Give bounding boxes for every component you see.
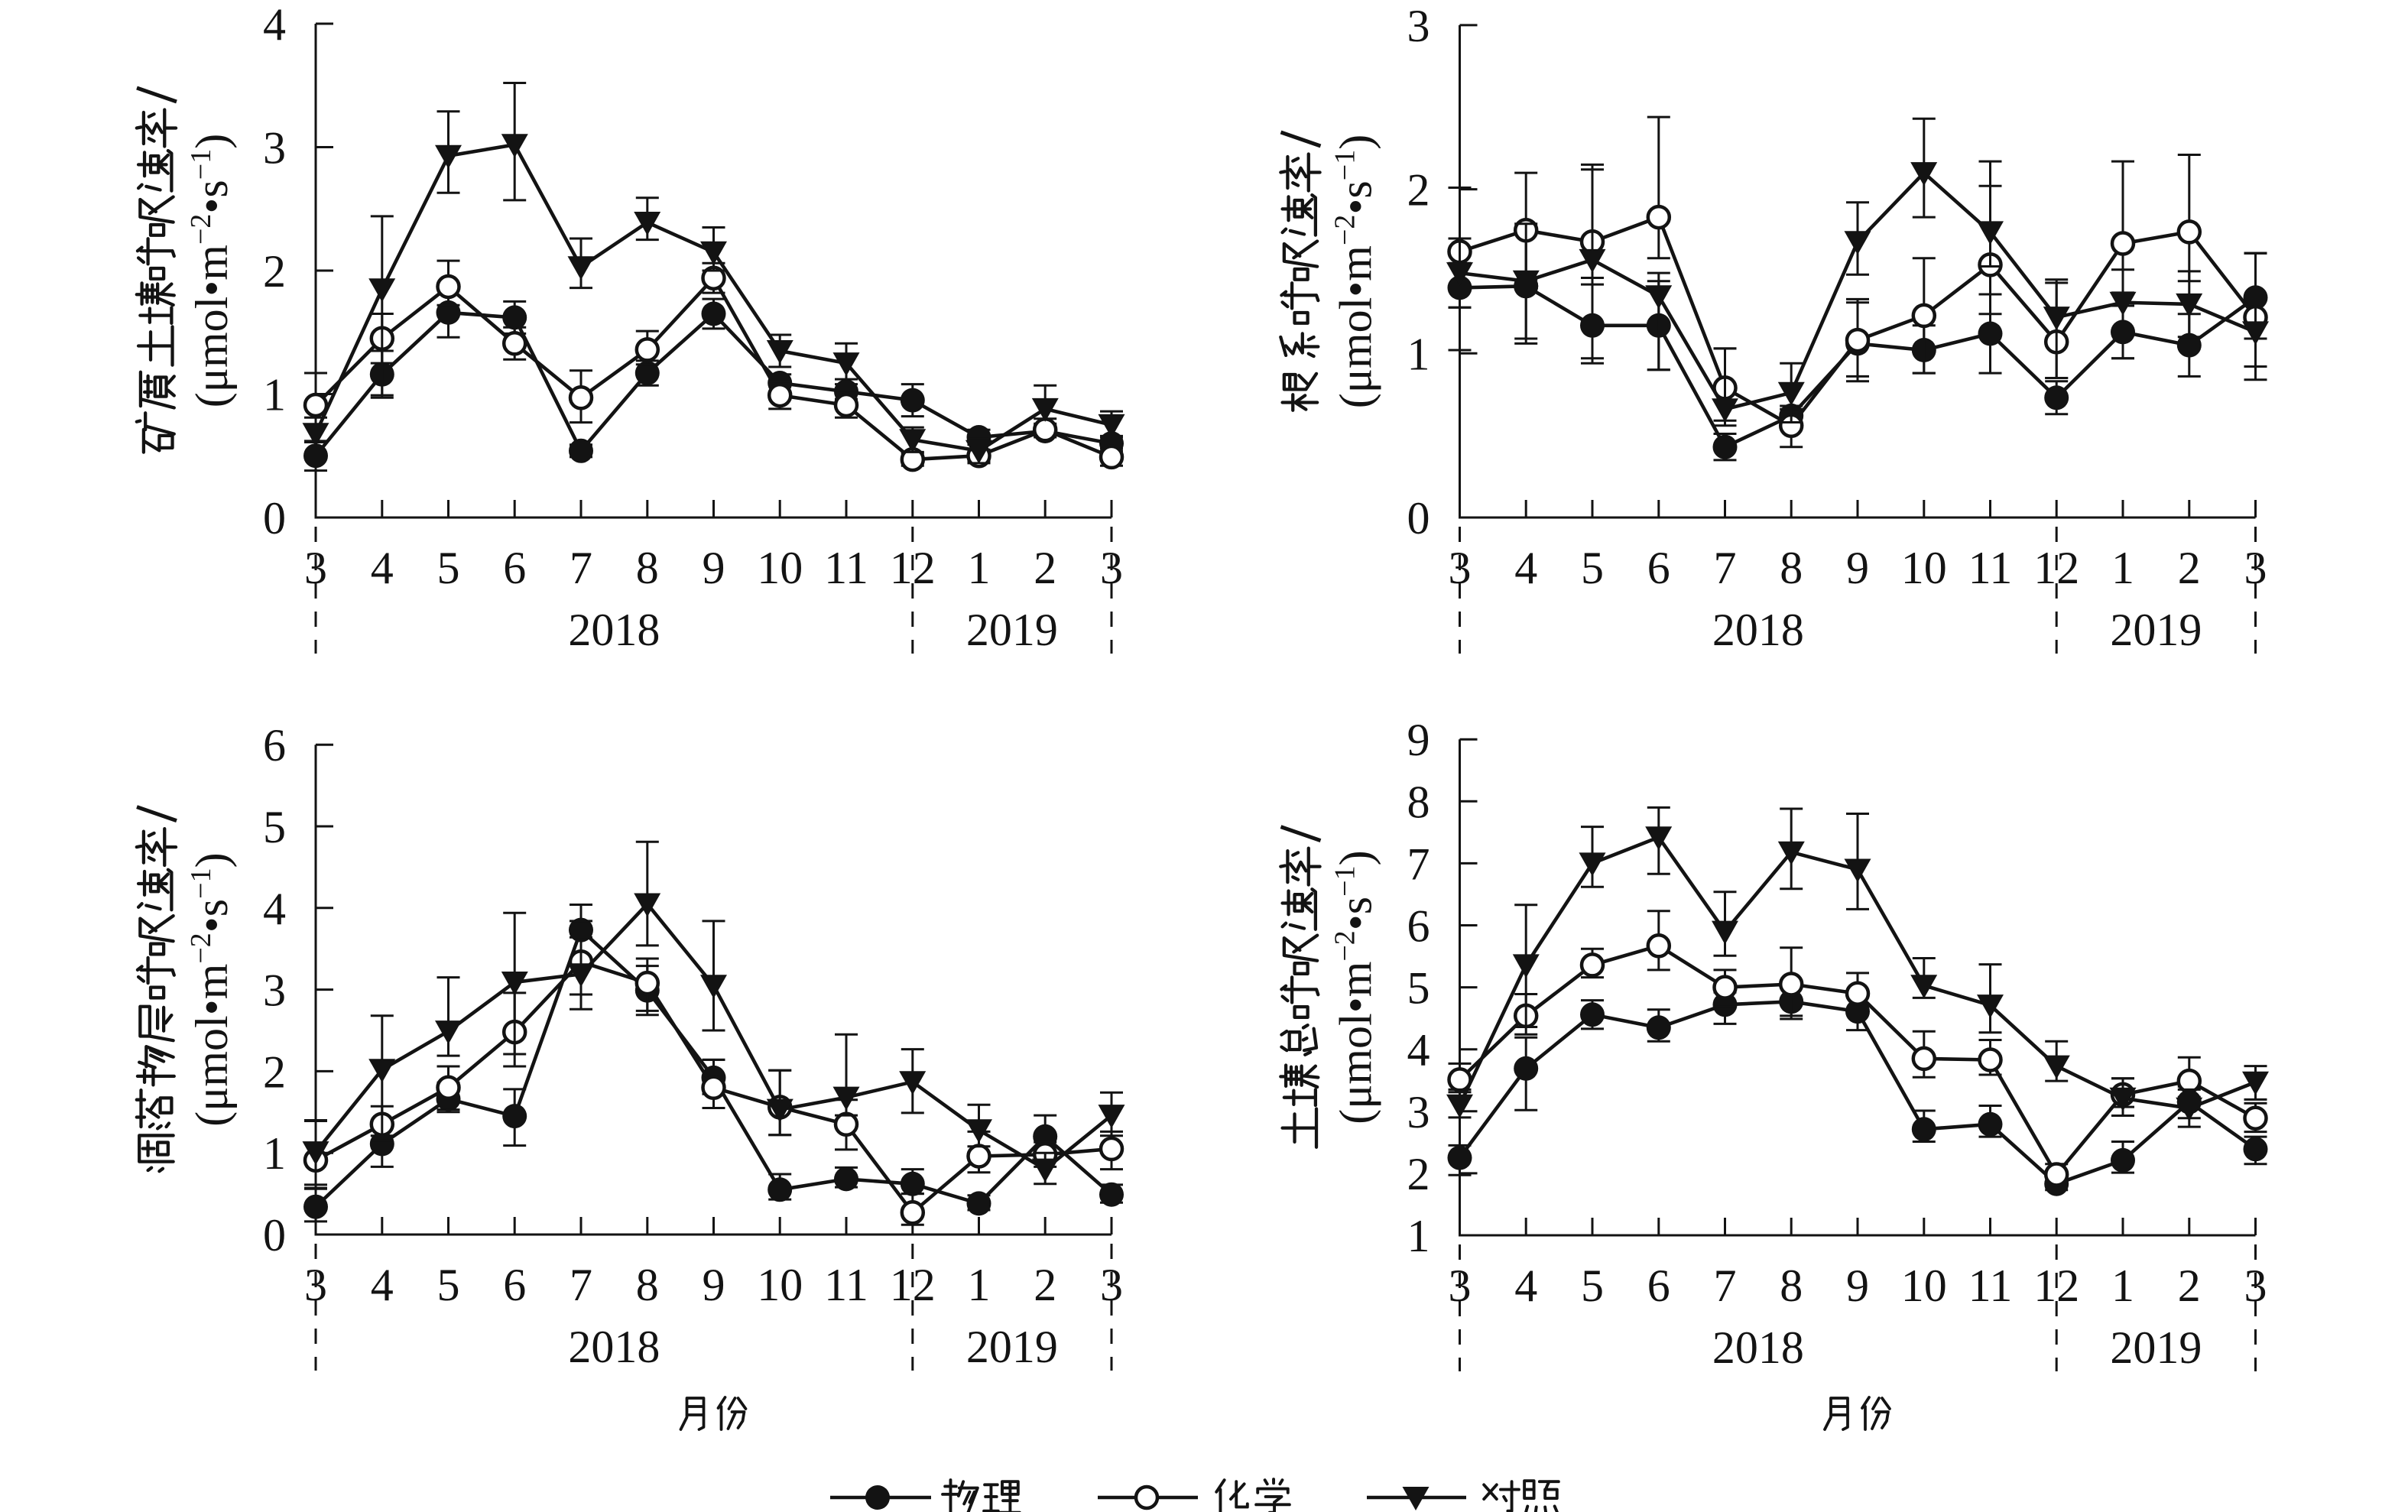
svg-text:3: 3 <box>1407 1 1430 51</box>
svg-text:2018: 2018 <box>568 605 660 655</box>
svg-text:9: 9 <box>703 1260 725 1310</box>
svg-text:1: 1 <box>2111 543 2134 593</box>
svg-text:6: 6 <box>503 543 526 593</box>
svg-text:9: 9 <box>1846 1261 1869 1311</box>
svg-text:8: 8 <box>1407 777 1430 827</box>
svg-text:1: 1 <box>1407 1211 1430 1261</box>
svg-text:(μmol•m−2•s−1): (μmol•m−2•s−1) <box>1329 850 1381 1124</box>
svg-text:7: 7 <box>570 1260 592 1310</box>
svg-text:2018: 2018 <box>1712 605 1804 655</box>
svg-text:11: 11 <box>824 1260 868 1310</box>
svg-text:1: 1 <box>1407 329 1430 379</box>
svg-text:10: 10 <box>1901 1261 1947 1311</box>
svg-text:10: 10 <box>757 543 803 593</box>
svg-text:3: 3 <box>1407 1087 1430 1137</box>
svg-text:0: 0 <box>263 1210 286 1261</box>
svg-text:2: 2 <box>2178 1261 2201 1311</box>
svg-text:9: 9 <box>1407 715 1430 765</box>
svg-text:1: 1 <box>2111 1261 2134 1311</box>
svg-text:7: 7 <box>1407 839 1430 889</box>
svg-text:0: 0 <box>1407 493 1430 543</box>
svg-text:0: 0 <box>263 493 286 543</box>
svg-text:11: 11 <box>1968 543 2013 593</box>
svg-text:3: 3 <box>263 965 286 1016</box>
svg-text:11: 11 <box>1968 1261 2013 1311</box>
svg-text:6: 6 <box>1407 901 1430 952</box>
svg-text:6: 6 <box>1647 1261 1670 1311</box>
svg-text:4: 4 <box>1407 1025 1430 1076</box>
svg-text:9: 9 <box>703 543 725 593</box>
svg-text:2: 2 <box>2178 543 2201 593</box>
svg-text:5: 5 <box>263 802 286 852</box>
svg-text:1: 1 <box>263 1128 286 1179</box>
svg-text:5: 5 <box>1407 963 1430 1014</box>
svg-text:6: 6 <box>263 720 286 771</box>
svg-text:9: 9 <box>1846 543 1869 593</box>
svg-text:(μmol•m−2•s−1): (μmol•m−2•s−1) <box>185 852 237 1126</box>
svg-text:2019: 2019 <box>2110 1322 2202 1373</box>
svg-text:2018: 2018 <box>1712 1322 1804 1373</box>
svg-text:3: 3 <box>263 123 286 174</box>
svg-text:2: 2 <box>1407 165 1430 216</box>
svg-text:1: 1 <box>263 370 286 420</box>
svg-text:6: 6 <box>1647 543 1670 593</box>
svg-text:11: 11 <box>824 543 868 593</box>
svg-text:2: 2 <box>263 246 286 297</box>
svg-text:5: 5 <box>1581 1261 1604 1311</box>
svg-text:4: 4 <box>263 884 286 934</box>
svg-text:6: 6 <box>503 1260 526 1310</box>
svg-text:4: 4 <box>1514 543 1537 593</box>
svg-text:8: 8 <box>1780 543 1803 593</box>
svg-text:2: 2 <box>1407 1149 1430 1199</box>
svg-text:10: 10 <box>757 1260 803 1310</box>
svg-text:4: 4 <box>371 543 394 593</box>
svg-text:(μmol•m−2•s−1): (μmol•m−2•s−1) <box>185 134 237 407</box>
svg-text:2: 2 <box>263 1046 286 1097</box>
svg-text:2019: 2019 <box>966 1322 1058 1372</box>
svg-text:8: 8 <box>636 1260 659 1310</box>
svg-text:(μmol•m−2•s−1): (μmol•m−2•s−1) <box>1329 135 1381 408</box>
svg-text:2018: 2018 <box>568 1322 660 1372</box>
svg-text:7: 7 <box>1714 1261 1737 1311</box>
svg-text:8: 8 <box>1780 1261 1803 1311</box>
svg-text:10: 10 <box>1901 543 1947 593</box>
svg-text:4: 4 <box>263 0 286 50</box>
svg-text:5: 5 <box>437 1260 460 1310</box>
svg-text:7: 7 <box>1714 543 1737 593</box>
svg-text:4: 4 <box>371 1260 394 1310</box>
svg-text:1: 1 <box>968 1260 991 1310</box>
svg-text:1: 1 <box>968 543 991 593</box>
svg-text:7: 7 <box>570 543 592 593</box>
svg-text:8: 8 <box>636 543 659 593</box>
svg-text:2019: 2019 <box>2110 605 2202 655</box>
svg-text:5: 5 <box>1581 543 1604 593</box>
svg-text:2: 2 <box>1034 1260 1056 1310</box>
svg-text:2019: 2019 <box>966 605 1058 655</box>
svg-text:4: 4 <box>1514 1261 1537 1311</box>
svg-text:5: 5 <box>437 543 460 593</box>
svg-text:2: 2 <box>1034 543 1056 593</box>
